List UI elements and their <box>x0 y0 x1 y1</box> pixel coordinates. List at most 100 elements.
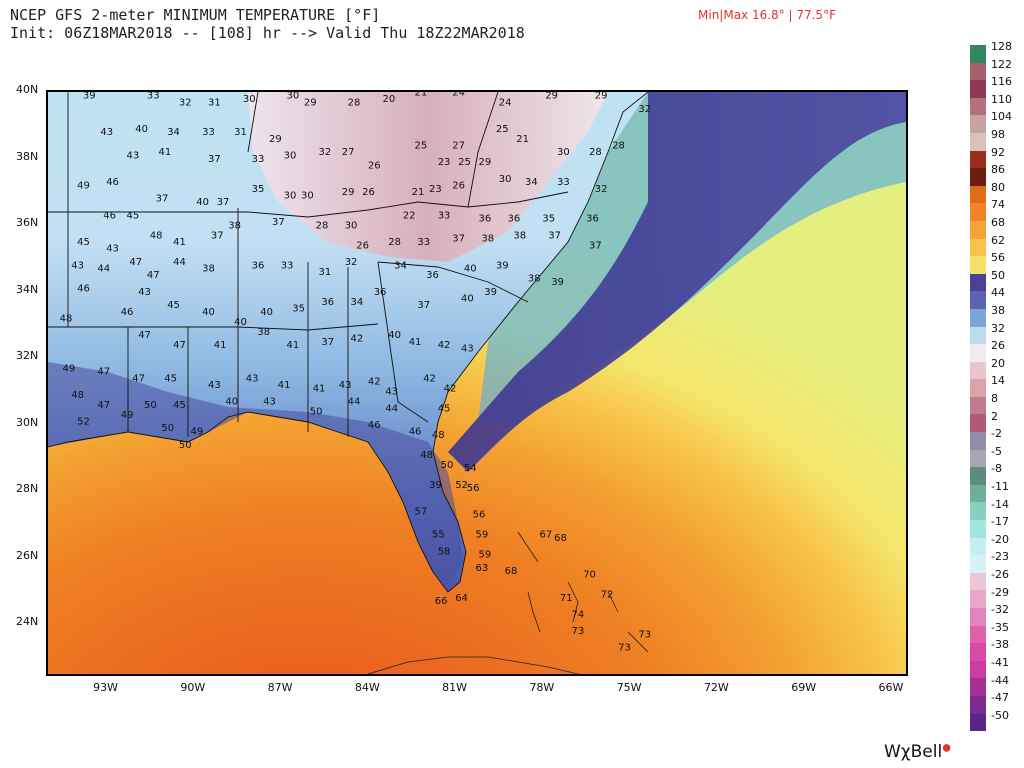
colorbar-label: -2 <box>991 427 1002 441</box>
station-value: 34 <box>167 127 180 138</box>
colorbar-label: 92 <box>991 145 1005 159</box>
station-value: 32 <box>319 147 332 158</box>
colorbar-label: 80 <box>991 180 1005 194</box>
station-value: 29 <box>545 92 558 102</box>
station-value: 39 <box>484 287 497 298</box>
station-value: 32 <box>638 104 651 115</box>
station-value: 45 <box>164 373 177 384</box>
station-value: 40 <box>461 294 474 305</box>
lat-tick-label: 26N <box>16 548 39 562</box>
station-value: 48 <box>420 450 433 461</box>
colorbar-swatch <box>970 660 986 679</box>
station-value: 52 <box>77 417 90 428</box>
colorbar-label: 86 <box>991 163 1005 177</box>
station-value: 46 <box>106 177 119 188</box>
lat-tick-label: 32N <box>16 349 39 363</box>
station-value: 43 <box>100 127 113 138</box>
colorbar-swatch <box>970 502 986 521</box>
colorbar-swatch <box>970 168 986 186</box>
station-value: 30 <box>284 151 297 162</box>
colorbar-swatch <box>970 537 986 556</box>
station-value: 32 <box>179 97 192 108</box>
colorbar-label: 56 <box>991 251 1005 265</box>
station-value: 40 <box>135 124 148 135</box>
station-value: 37 <box>548 230 561 241</box>
station-value: 43 <box>263 397 276 408</box>
station-value: 32 <box>345 257 358 268</box>
station-value: 26 <box>452 180 465 191</box>
station-value: 26 <box>368 161 381 172</box>
colorbar-label: -11 <box>991 480 1009 493</box>
colorbar-label: -32 <box>991 603 1009 617</box>
station-value: 28 <box>589 147 602 158</box>
colorbar-swatch <box>970 62 986 81</box>
station-value: 57 <box>415 506 428 517</box>
station-value: 28 <box>388 237 401 248</box>
station-value: 29 <box>479 157 492 168</box>
colorbar-label: -35 <box>991 620 1009 634</box>
station-value: 74 <box>572 610 585 621</box>
station-value: 33 <box>147 92 160 102</box>
station-value: 73 <box>638 629 651 640</box>
station-value: 45 <box>77 237 90 248</box>
colorbar-swatch <box>970 643 986 661</box>
station-value: 25 <box>415 141 428 152</box>
colorbar-swatch <box>970 678 986 696</box>
colorbar-label: -50 <box>991 708 1009 722</box>
station-value: 27 <box>452 141 465 152</box>
station-value: 31 <box>234 127 247 138</box>
colorbar-label: 62 <box>991 233 1005 247</box>
station-value: 28 <box>316 220 329 231</box>
station-value: 37 <box>452 234 465 245</box>
lon-tick-label: 78W <box>529 681 555 694</box>
station-value: 43 <box>385 387 398 398</box>
colorbar-label: -41 <box>991 656 1009 669</box>
colorbar-swatch <box>970 608 986 626</box>
station-value: 43 <box>106 244 119 255</box>
station-value: 73 <box>572 626 585 637</box>
wxbell-logo: WχBell● <box>884 742 951 762</box>
colorbar-swatch <box>970 449 986 468</box>
lon-tick-label: 93W <box>93 681 119 694</box>
station-value: 49 <box>121 410 134 421</box>
station-value: 29 <box>595 92 608 102</box>
station-value: 36 <box>321 297 334 308</box>
colorbar-label: -38 <box>991 638 1009 652</box>
colorbar-label: 122 <box>991 57 1012 71</box>
station-value: 28 <box>348 97 361 108</box>
station-value: 45 <box>127 210 140 221</box>
station-value: 50 <box>144 400 157 411</box>
colorbar-swatch <box>970 203 986 221</box>
station-value: 30 <box>243 94 256 105</box>
colorbar-swatch <box>970 220 986 239</box>
station-value: 25 <box>458 157 471 168</box>
station-value: 40 <box>260 307 273 318</box>
station-value: 24 <box>499 97 512 108</box>
lat-tick-label: 24N <box>16 615 39 629</box>
station-value: 46 <box>409 427 422 438</box>
station-value: 49 <box>77 180 90 191</box>
station-value: 31 <box>208 97 221 108</box>
station-value: 47 <box>132 373 145 384</box>
station-value: 71 <box>560 593 573 604</box>
colorbar-swatch <box>970 713 986 732</box>
station-value: 37 <box>208 154 221 165</box>
station-value: 47 <box>173 340 186 351</box>
lon-tick-label: 90W <box>180 681 206 694</box>
colorbar-swatch <box>970 625 986 644</box>
station-value: 36 <box>374 287 387 298</box>
station-value: 58 <box>438 546 451 557</box>
station-value: 50 <box>441 460 454 471</box>
station-value: 37 <box>156 194 169 205</box>
station-value: 72 <box>601 590 614 601</box>
station-value: 47 <box>138 330 151 341</box>
colorbar-label: -23 <box>991 550 1009 564</box>
station-value: 64 <box>455 593 468 604</box>
station-value: 38 <box>513 230 526 241</box>
colorbar-label: -17 <box>991 515 1009 529</box>
station-value: 46 <box>103 210 116 221</box>
station-value: 48 <box>71 390 84 401</box>
station-value: 42 <box>423 373 436 384</box>
station-value: 43 <box>339 380 352 391</box>
